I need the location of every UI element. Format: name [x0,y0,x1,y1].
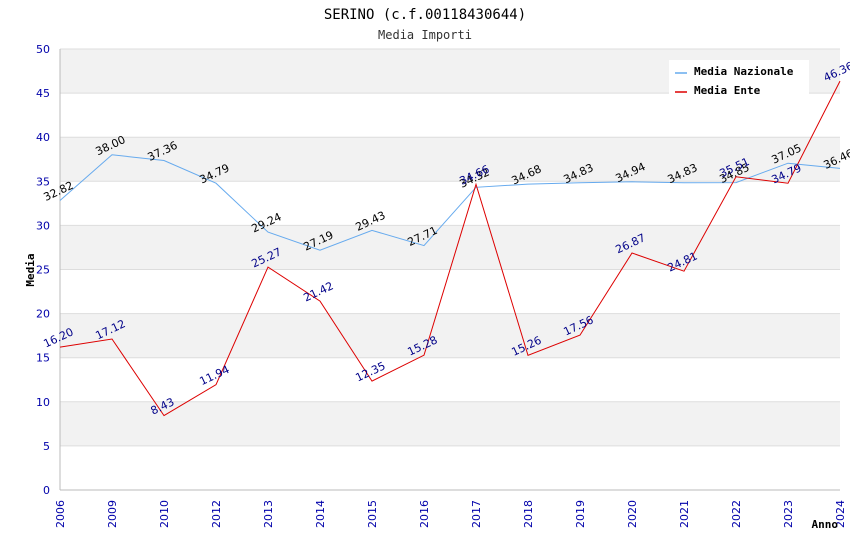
y-axis-title: Media [24,253,37,286]
y-tick-label: 40 [36,131,50,144]
background-band [60,313,840,358]
y-tick-label: 35 [36,175,50,188]
x-tick-label: 2020 [626,500,639,528]
legend-label-ente: Media Ente [694,84,761,97]
y-tick-label: 10 [36,396,50,409]
y-tick-label: 20 [36,308,50,321]
x-tick-label: 2019 [574,500,587,528]
y-tick-label: 45 [36,87,50,100]
x-tick-label: 2014 [314,500,327,528]
y-tick-label: 25 [36,264,50,277]
background-band [60,401,840,446]
x-tick-label: 2015 [366,500,379,528]
y-tick-label: 15 [36,352,50,365]
x-tick-label: 2006 [54,500,67,528]
legend-label-nazionale: Media Nazionale [694,65,794,78]
y-tick-label: 50 [36,43,50,56]
background-band [60,93,840,138]
background-band [60,445,840,490]
chart-subtitle: Media Importi [378,28,472,42]
y-tick-label: 5 [43,440,50,453]
y-tick-label: 30 [36,219,50,232]
x-tick-label: 2024 [834,500,847,528]
x-tick-label: 2018 [522,500,535,528]
series-line-nazionale [59,154,841,251]
x-tick-label: 2016 [418,500,431,528]
x-tick-label: 2023 [782,500,795,528]
x-tick-label: 2021 [678,500,691,528]
x-tick-label: 2022 [730,500,743,528]
background-band [60,181,840,226]
background-band [60,137,840,182]
x-axis-title: Anno [812,518,839,531]
legend-box [669,60,809,96]
plot-background [60,49,840,490]
x-tick-label: 2017 [470,500,483,528]
x-tick-label: 2012 [210,500,223,528]
x-tick-label: 2010 [158,500,171,528]
y-tick-label: 0 [43,484,50,497]
x-tick-label: 2013 [262,500,275,528]
y-axis-ticks: 0 5 10 15 20 25 30 35 40 45 50 [36,43,50,497]
chart-title: SERINO (c.f.00118430644) [324,7,526,23]
background-band [60,225,840,270]
background-band [60,357,840,402]
x-axis-ticks: 2006 2009 2010 2012 2013 2014 2015 2016 2017 2018… [54,500,847,528]
background-band [60,269,840,314]
series-lines [59,80,841,417]
series-line-ente [59,80,841,417]
axes [59,49,840,491]
x-tick-label: 2009 [106,500,119,528]
legend: Media Nazionale Media Ente [669,60,809,97]
